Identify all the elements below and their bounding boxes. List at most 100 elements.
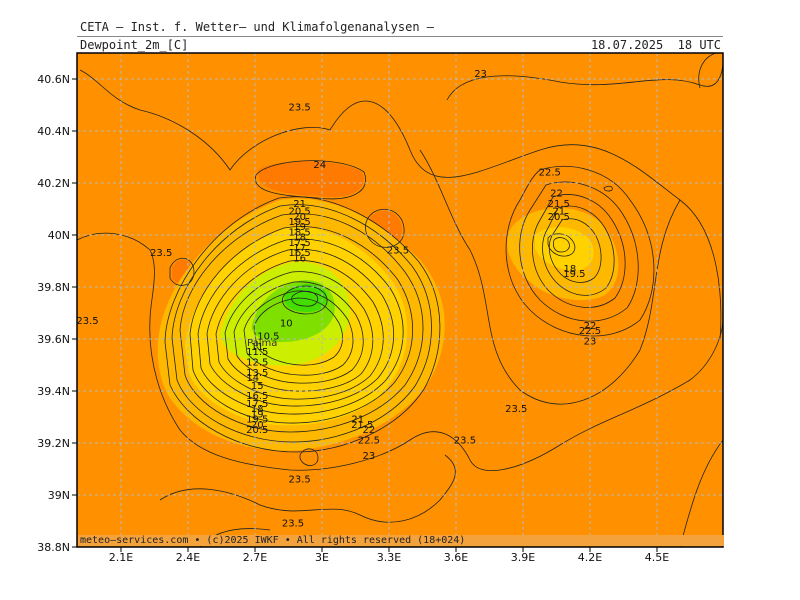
contour-label: 17.5 <box>246 399 268 410</box>
contour-label: 20 <box>293 212 306 223</box>
contour-line <box>171 204 432 443</box>
contour-line <box>291 290 319 307</box>
contour-label: 18 <box>293 233 306 244</box>
lat-tick-label: 39.2N <box>37 437 70 450</box>
contour-label: 22.5 <box>539 168 561 179</box>
contour-line <box>189 226 414 424</box>
contour-label: 24 <box>313 160 326 171</box>
contour-label: 18 <box>251 404 264 415</box>
contour-label: 18 <box>564 264 577 275</box>
lon-tick-label: 3.9E <box>511 551 535 564</box>
warm-area-north <box>257 161 364 197</box>
contour-label: 16 <box>293 253 306 264</box>
contour-line <box>547 233 576 257</box>
contour-line <box>299 448 319 466</box>
contour-labels: 2323.52422.52221.52120.52120.52019.51918… <box>76 69 601 530</box>
lon-tick-label: 4.2E <box>578 551 602 564</box>
lon-tick-label: 2.7E <box>243 551 267 564</box>
lon-tick-label: 3.3E <box>377 551 401 564</box>
contour-label: 20 <box>251 420 264 431</box>
contour-line <box>519 181 639 322</box>
valid-time: 18.07.2025 18 UTC <box>590 38 721 52</box>
contour-label: 13.5 <box>246 368 268 379</box>
contour-label: 20.5 <box>246 425 268 436</box>
contour-label: 23.5 <box>282 519 304 530</box>
lat-tick-label: 40.2N <box>37 177 70 190</box>
contour-label: 22 <box>550 188 563 199</box>
contour-lines <box>77 53 723 547</box>
contour-label: 23.5 <box>150 248 172 259</box>
contour-label: 19 <box>251 409 264 420</box>
lat-tick-label: 39.4N <box>37 385 70 398</box>
contour-line <box>206 248 394 407</box>
contour-label: 14 <box>246 373 259 384</box>
contour-label: 21 <box>293 199 306 210</box>
contour-label: 20.5 <box>289 207 311 218</box>
contour-line <box>553 237 570 253</box>
contour-label: 11 <box>251 342 264 353</box>
contour-label: 23.5 <box>387 246 409 257</box>
contour-label: 21.5 <box>351 420 373 431</box>
contour-line <box>197 238 404 415</box>
contour-label: 23.5 <box>289 474 311 485</box>
contour-label: 19 <box>293 222 306 233</box>
map-frame <box>76 52 724 548</box>
lon-tick-label: 2.4E <box>176 551 200 564</box>
field-label: Dewpoint_2m_[C] <box>80 38 189 52</box>
contour-label: 10.5 <box>257 331 279 342</box>
longitude-axis: 2.1E 2.4E 2.7E 3E 3.3E 3.6E 3.9E 4.2E 4.5E <box>109 547 669 564</box>
lat-tick-label: 40N <box>48 229 70 242</box>
contour-label: 23 <box>584 337 597 348</box>
contour-line <box>159 454 456 523</box>
contour-label: 22 <box>363 425 376 436</box>
header-divider <box>77 36 723 37</box>
latitude-axis: 40.6N 40.4N 40.2N 40N 39.8N 39.6N 39.4N 39.2N 39… <box>37 73 77 554</box>
contour-line <box>419 149 681 405</box>
contour-label: 23.5 <box>505 404 527 415</box>
lat-tick-label: 39.6N <box>37 333 70 346</box>
lat-tick-label: 40.6N <box>37 73 70 86</box>
contour-label: 15 <box>251 381 264 392</box>
contour-label: 22.5 <box>358 435 380 446</box>
lat-tick-label: 39N <box>48 489 70 502</box>
contour-label: 17.5 <box>289 238 311 249</box>
contour-line <box>446 59 723 101</box>
contour-line <box>224 271 374 392</box>
contour-label: 17 <box>293 243 306 254</box>
map-field <box>77 53 723 547</box>
contour-line <box>282 285 328 315</box>
contour-label: 23.5 <box>454 435 476 446</box>
footer-credit: meteo—services.com • (c)2025 IWKF • All … <box>78 535 724 546</box>
contour-label: 19.5 <box>289 217 311 228</box>
lon-tick-label: 2.1E <box>109 551 133 564</box>
contour-label: 23 <box>363 451 376 462</box>
contour-label: 23.5 <box>76 316 98 327</box>
contour-line <box>603 185 613 192</box>
lon-tick-label: 3.6E <box>444 551 468 564</box>
contour-label: 22 <box>584 321 597 332</box>
contour-line <box>542 205 615 296</box>
contour-label: 21 <box>552 207 565 218</box>
contour-line <box>255 160 366 200</box>
lat-tick-label: 39.8N <box>37 281 70 294</box>
contour-label: 19.5 <box>246 415 268 426</box>
contour-label: 18.5 <box>289 227 311 238</box>
contour-line <box>179 213 424 433</box>
chart-title: CETA — Inst. f. Wetter— und Klimafolgena… <box>80 20 435 34</box>
contour-label: 21.5 <box>548 199 570 210</box>
contour-label: 21 <box>351 415 364 426</box>
lon-tick-label: 4.5E <box>645 551 669 564</box>
place-label: Palma <box>247 338 277 349</box>
contour-line <box>505 165 655 337</box>
lat-lon-grid <box>77 53 723 547</box>
contour-label: 10 <box>280 318 293 329</box>
contour-line <box>79 69 722 341</box>
contour-label: 23.5 <box>289 103 311 114</box>
contour-line <box>169 257 195 286</box>
contour-line <box>77 232 723 472</box>
lat-tick-label: 38.8N <box>37 541 70 554</box>
contour-label: 11.5 <box>246 347 268 358</box>
contour-label: 19.5 <box>563 269 585 280</box>
contour-line <box>532 194 626 308</box>
